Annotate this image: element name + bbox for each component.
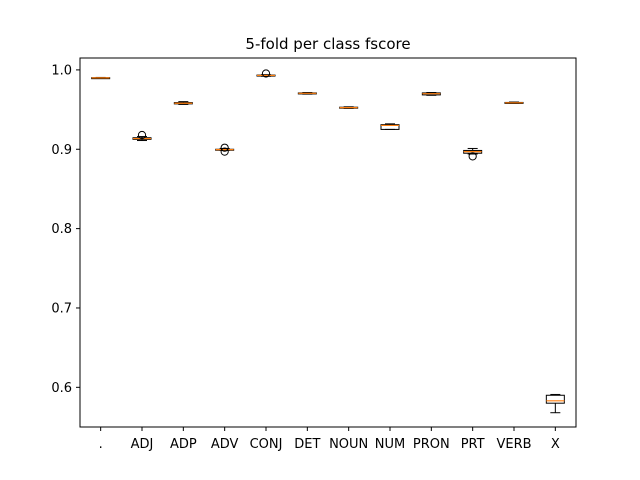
outlier-point	[261, 69, 271, 78]
axes-frame	[79, 57, 577, 428]
outlier-point	[468, 152, 477, 161]
box-verb	[504, 101, 524, 104]
iqr-box	[545, 394, 565, 404]
plot-area	[91, 69, 565, 414]
x-tick-label: ADV	[211, 437, 239, 452]
box-det	[297, 92, 317, 95]
box-conj	[256, 69, 276, 78]
x-tick-label: DET	[294, 437, 320, 452]
x-tick-label: .	[99, 437, 103, 452]
box-noun	[339, 106, 359, 109]
x-tick-label: NUM	[375, 437, 405, 452]
x-tick-label: PRT	[461, 437, 485, 452]
box-adj	[132, 130, 152, 142]
y-tick-label: 0.8	[51, 222, 72, 237]
x-tick-label: ADJ	[131, 437, 154, 452]
x-tick-label: ADP	[170, 437, 197, 452]
y-tick-label: 1.0	[51, 63, 72, 78]
box-punct	[91, 76, 111, 80]
y-tick-label: 0.6	[51, 381, 72, 396]
outlier-point	[220, 147, 229, 156]
iqr-box	[380, 124, 400, 130]
x-tick-label: X	[551, 437, 560, 452]
y-tick-label: 0.9	[51, 143, 72, 158]
chart-title: 5-fold per class fscore	[245, 35, 410, 53]
box-adv	[215, 143, 235, 156]
box-adp	[173, 101, 193, 105]
x-tick-label: CONJ	[250, 437, 283, 452]
x-tick-label: PRON	[413, 437, 450, 452]
x-tick-label: VERB	[496, 437, 531, 452]
x-axis: . ADJ ADP ADV CONJ DET NOUN NUM PRON PRT VERB X	[99, 427, 560, 452]
box-num	[380, 123, 400, 130]
y-tick-label: 0.7	[51, 301, 72, 316]
box-prt	[463, 147, 483, 161]
x-tick-label: NOUN	[329, 437, 368, 452]
y-axis: 0.6 0.7 0.8 0.9 1.0	[51, 63, 80, 396]
outlier-point	[137, 130, 147, 140]
box-pron	[421, 92, 441, 96]
box-x	[545, 393, 565, 414]
outlier-point	[220, 143, 229, 152]
